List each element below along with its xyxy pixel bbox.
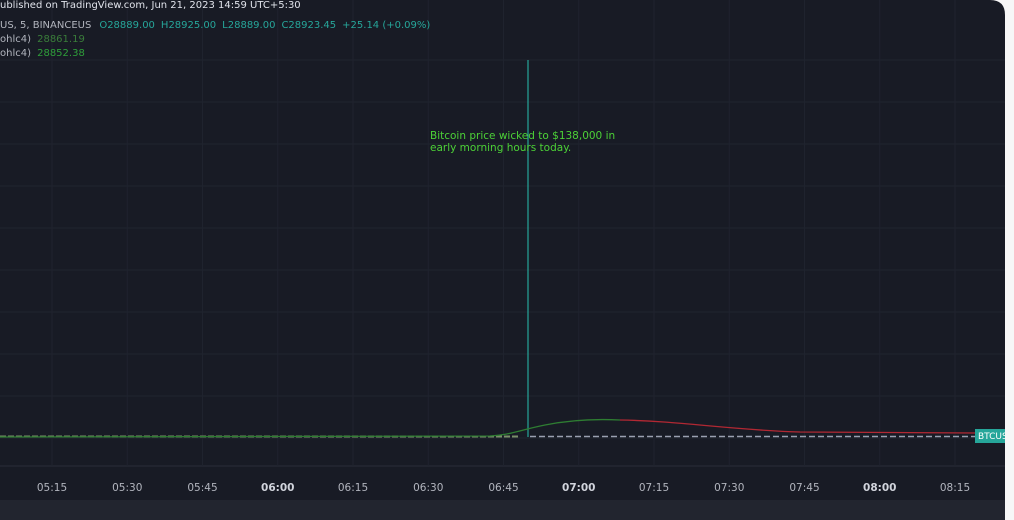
x-tick-label: 08:15 <box>940 482 970 494</box>
indicator-label: ohlc4) <box>0 48 31 59</box>
annotation: Bitcoin price wicked to $138,000 in <box>430 130 615 142</box>
published-text: ublished on TradingView.com, Jun 21, 202… <box>0 0 301 11</box>
x-tick-label: 06:30 <box>413 482 443 494</box>
x-tick-label: 07:45 <box>789 482 819 494</box>
x-tick-label: 05:45 <box>187 482 217 494</box>
x-tick-label: 07:00 <box>562 482 595 494</box>
ohlc-value: O28889.00 <box>99 20 155 31</box>
x-tick-label: 05:15 <box>37 482 67 494</box>
indicator-value: 28852.38 <box>37 48 85 59</box>
ma-line-red <box>619 419 976 434</box>
grid <box>0 0 1005 466</box>
bottom-strip <box>0 500 1005 520</box>
x-tick-label: 06:00 <box>261 482 294 494</box>
indicator-label: ohlc4) <box>0 34 31 45</box>
x-tick-label: 07:30 <box>714 482 744 494</box>
ohlc-value: C28923.45 <box>281 20 336 31</box>
corner <box>990 0 1005 15</box>
indicator-value: 28861.19 <box>37 34 85 45</box>
ohlc-value: L28889.00 <box>222 20 275 31</box>
x-tick-label: 06:45 <box>488 482 518 494</box>
right-edge <box>1005 0 1014 520</box>
annotation: early morning hours today. <box>430 142 571 154</box>
x-tick-label: 08:00 <box>863 482 896 494</box>
price-tag: BTCUSD <box>978 432 1014 442</box>
x-tick-label: 05:30 <box>112 482 142 494</box>
symbol: US, 5, BINANCEUS <box>0 20 91 31</box>
x-tick-label: 07:15 <box>639 482 669 494</box>
x-tick-label: 06:15 <box>338 482 368 494</box>
price-tag-box <box>975 429 1014 443</box>
ohlc-value: +25.14 (+0.09%) <box>342 20 430 31</box>
ma-line-green <box>0 418 621 438</box>
ohlc-value: H28925.00 <box>161 20 216 31</box>
